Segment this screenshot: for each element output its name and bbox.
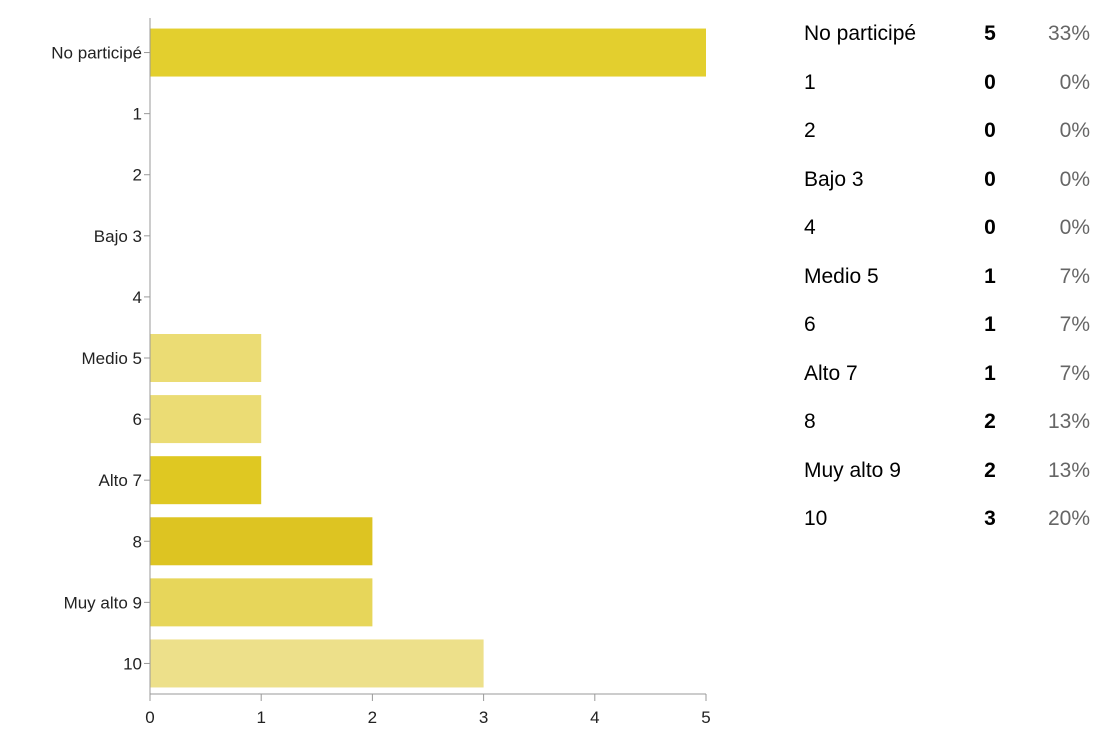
bar [150,578,373,627]
summary-count: 2 [984,410,996,434]
summary-label: No participé [804,22,917,46]
y-tick-labels: No participé 1 2 Bajo 3 4 Medio 5 6 Alto 7 8 Muy … [51,44,150,673]
summary-label: 2 [804,119,816,143]
y-tick-label: 4 [133,288,142,307]
summary-percent: 13% [1047,458,1090,482]
bars-group [150,28,706,688]
x-tick-labels: 0 1 2 3 4 5 [145,694,711,727]
bar [150,395,262,444]
y-tick-label: Bajo 3 [94,227,142,246]
summary-count: 0 [984,119,996,143]
summary-label: Bajo 3 [804,167,864,191]
summary-percent: 33% [1047,22,1090,46]
summary-row: 6 1 7% [804,301,1090,350]
summary-table: No participé 5 33% 1 0 0% 2 0 0% Bajo 3 0 0% 4 0 0% Med… [804,10,1090,544]
summary-label: Medio 5 [804,264,879,288]
y-tick-label: 2 [133,166,142,185]
summary-count: 1 [984,313,996,337]
x-tick-label: 5 [701,708,710,727]
x-tick-label: 3 [479,708,488,727]
summary-label: 1 [804,70,816,94]
summary-label: 6 [804,313,816,337]
y-tick-label: 8 [133,532,142,551]
summary-row: 1 0 0% [804,59,1090,108]
summary-label: Muy alto 9 [804,458,901,482]
y-tick-label: Alto 7 [99,471,142,490]
y-tick-label: No participé [51,44,142,63]
summary-percent: 7% [1059,313,1090,337]
summary-percent: 0% [1059,167,1090,191]
summary-count: 0 [984,70,996,94]
bar-chart: No participé 1 2 Bajo 3 4 Medio 5 6 Alto 7 8 Muy … [51,18,711,727]
summary-row: 2 0 0% [804,107,1090,156]
y-tick-label: Muy alto 9 [64,593,142,612]
summary-row: Medio 5 1 7% [804,253,1090,302]
summary-row: 10 3 20% [804,495,1090,544]
summary-percent: 13% [1047,410,1090,434]
x-tick-label: 2 [368,708,377,727]
summary-count: 1 [984,361,996,385]
bar [150,456,262,505]
summary-count: 2 [984,458,996,482]
x-tick-label: 1 [256,708,265,727]
summary-percent: 20% [1047,507,1090,531]
x-tick-label: 4 [590,708,599,727]
summary-count: 0 [984,167,996,191]
bar [150,28,706,77]
summary-row: 8 2 13% [804,398,1090,447]
y-tick-label: Medio 5 [82,349,142,368]
summary-percent: 0% [1059,70,1090,94]
y-tick-label: 10 [123,654,142,673]
summary-percent: 7% [1059,264,1090,288]
bar [150,334,262,382]
summary-percent: 0% [1059,119,1090,143]
summary-count: 0 [984,216,996,240]
summary-count: 3 [984,507,996,531]
summary-label: 10 [804,507,828,531]
summary-row: Alto 7 1 7% [804,350,1090,399]
summary-label: 8 [804,410,816,434]
bar [150,517,373,566]
summary-label: Alto 7 [804,361,858,385]
summary-row: No participé 5 33% [804,10,1090,59]
y-tick-label: 6 [133,410,142,429]
summary-row: Muy alto 9 2 13% [804,447,1090,496]
bar [150,639,484,688]
x-tick-label: 0 [145,708,154,727]
summary-label: 4 [804,216,816,240]
summary-count: 1 [984,264,996,288]
summary-row: Bajo 3 0 0% [804,156,1090,205]
y-tick-label: 1 [133,105,142,124]
summary-percent: 0% [1059,216,1090,240]
summary-count: 5 [984,22,996,46]
summary-percent: 7% [1059,361,1090,385]
summary-row: 4 0 0% [804,204,1090,253]
